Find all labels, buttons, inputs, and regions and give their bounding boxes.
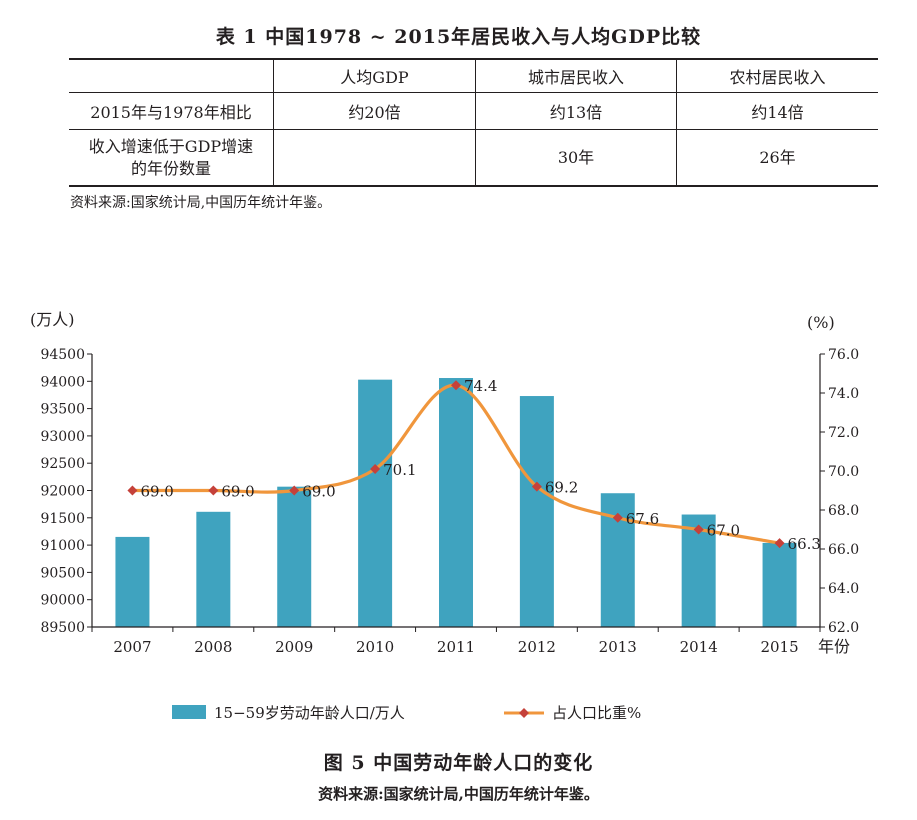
x-tick-label: 2014 (680, 638, 718, 656)
table-cell: 约20倍 (273, 92, 476, 130)
x-axis-title: 年份 (818, 637, 850, 656)
figure-source: 资料来源:国家统计局,中国历年统计年鉴。 (318, 785, 599, 803)
right-tick-label: 76.0 (828, 347, 859, 363)
legend-line-label: 占人口比重% (552, 704, 641, 722)
table-cell: 约14倍 (676, 92, 878, 130)
table-source: 资料来源:国家统计局,中国历年统计年鉴。 (70, 195, 332, 211)
left-tick-label: 91500 (40, 511, 85, 527)
right-tick-label: 68.0 (828, 503, 859, 519)
left-tick-label: 93500 (40, 402, 85, 418)
row-label: 收入增速低于GDP增速的年份数量 (69, 129, 274, 187)
left-tick-label: 90000 (40, 593, 85, 609)
right-tick-label: 74.0 (828, 386, 859, 402)
ratio-marker (451, 380, 461, 391)
table-row: 2015年与1978年相比 约20倍 约13倍 约14倍 (69, 92, 878, 130)
x-tick-label: 2013 (599, 638, 637, 656)
bar (196, 511, 231, 627)
right-tick-label: 72.0 (828, 425, 859, 441)
left-tick-label: 94500 (40, 347, 85, 363)
right-tick-label: 66.0 (828, 542, 859, 558)
ratio-marker (612, 512, 623, 523)
ratio-marker (370, 464, 381, 475)
right-tick-label: 62.0 (828, 620, 859, 636)
figure-title: 图 5 中国劳动年龄人口的变化 (323, 752, 594, 774)
x-tick-label: 2011 (437, 638, 475, 656)
left-tick-label: 91000 (40, 538, 85, 554)
table-header-cell: 人均GDP (273, 58, 476, 93)
data-label: 67.0 (707, 522, 740, 540)
x-tick-label: 2015 (760, 638, 798, 656)
left-tick-label: 90500 (40, 565, 85, 581)
table-cell: 约13倍 (475, 92, 677, 130)
labor-population-chart: 89500 90000 90500 91000 91500 92000 92500 93000… (30, 310, 859, 722)
legend-bar-swatch (172, 705, 206, 719)
legend-bar-label: 15−59岁劳动年龄人口/万人 (214, 704, 405, 722)
x-tick-label: 2007 (113, 638, 151, 656)
data-label: 67.6 (626, 510, 659, 528)
left-axis-title: (万人) (30, 310, 75, 329)
left-tick-label: 94000 (40, 374, 85, 390)
bar (358, 379, 393, 627)
row-label: 2015年与1978年相比 (69, 92, 274, 130)
x-tick-label: 2012 (518, 638, 556, 656)
bar (519, 396, 554, 627)
ratio-marker (531, 481, 542, 492)
table-header-cell: 城市居民收入 (475, 58, 677, 93)
data-label: 66.3 (788, 535, 821, 553)
bar (115, 536, 150, 627)
ratio-marker (693, 524, 704, 535)
data-label: 74.4 (464, 377, 497, 395)
ratio-marker (127, 485, 138, 496)
left-tick-label: 92000 (40, 484, 85, 500)
right-axis-title: (%) (807, 313, 835, 332)
x-tick-label: 2009 (275, 638, 313, 656)
ratio-marker (289, 485, 300, 496)
data-label: 69.0 (140, 483, 173, 501)
row-label-text: 收入增速低于GDP增速的年份数量 (88, 136, 254, 178)
table-cell: 30年 (475, 129, 677, 187)
table-header-cell: 农村居民收入 (676, 58, 878, 93)
x-tick-label: 2010 (356, 638, 394, 656)
ratio-marker (774, 538, 785, 549)
left-tick-label: 93000 (40, 429, 85, 445)
left-tick-label: 89500 (40, 620, 85, 636)
table-row: 收入增速低于GDP增速的年份数量 30年 26年 (69, 129, 878, 187)
data-label: 70.1 (383, 461, 416, 479)
table-header-cell (69, 58, 274, 93)
right-tick-label: 70.0 (828, 464, 859, 480)
table-cell (273, 129, 476, 187)
right-tick-label: 64.0 (828, 581, 859, 597)
ratio-marker (208, 485, 219, 496)
comparison-table: 人均GDP 城市居民收入 农村居民收入 2015年与1978年相比 约20倍 约… (69, 58, 878, 187)
data-label: 69.2 (545, 479, 578, 497)
x-tick-label: 2008 (194, 638, 232, 656)
data-label: 69.0 (221, 483, 254, 501)
table-cell: 26年 (676, 129, 878, 187)
bar (439, 378, 473, 627)
table-header-row: 人均GDP 城市居民收入 农村居民收入 (69, 58, 878, 93)
bar (277, 486, 312, 627)
legend-line-marker (519, 708, 529, 718)
bar (762, 542, 797, 627)
data-label: 69.0 (302, 483, 335, 501)
left-tick-label: 92500 (40, 456, 85, 472)
table-title: 表 1 中国1978 ~ 2015年居民收入与人均GDP比较 (215, 26, 702, 48)
